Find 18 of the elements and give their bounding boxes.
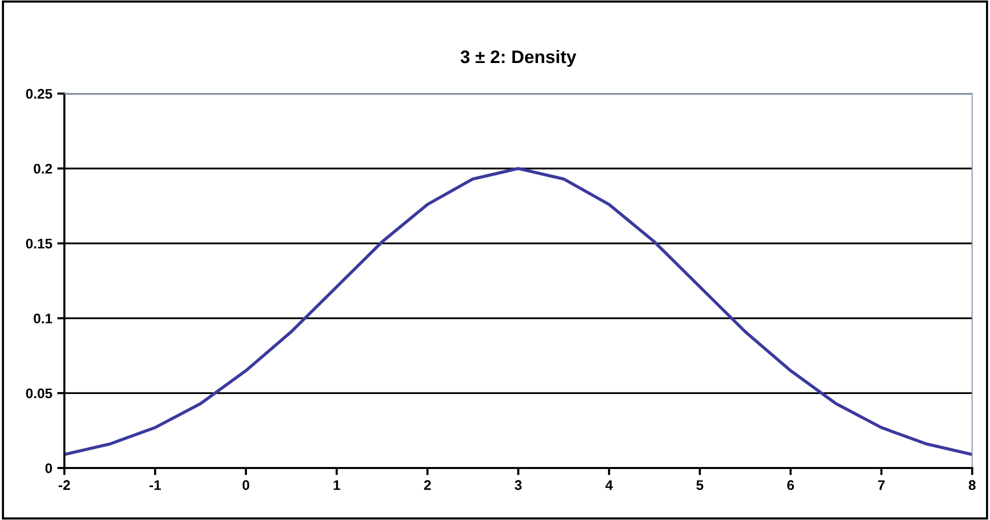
x-tick-label: 1 [334, 480, 340, 490]
x-tick-label: -2 [58, 480, 70, 490]
x-tick-label: -1 [150, 480, 161, 490]
x-tick-label: 7 [878, 480, 885, 490]
x-tick-label: 5 [696, 480, 704, 490]
x-tick-label: 3 [514, 480, 522, 490]
chart-title: 3 ± 2: Density [460, 50, 576, 67]
y-tick-label: 0.1 [34, 314, 52, 324]
y-tick-label: 0.05 [26, 388, 52, 398]
y-tick-label: 0 [45, 463, 52, 474]
y-tick-label: 0.2 [34, 164, 52, 174]
x-tick-label: 0 [242, 480, 250, 490]
y-tick-label: 0.15 [26, 238, 52, 249]
x-tick-label: 8 [968, 480, 976, 490]
x-tick-label: 2 [424, 480, 431, 490]
x-tick-label: 6 [787, 480, 794, 490]
y-tick-label: 0.25 [26, 88, 52, 99]
x-tick-label: 4 [605, 480, 613, 490]
